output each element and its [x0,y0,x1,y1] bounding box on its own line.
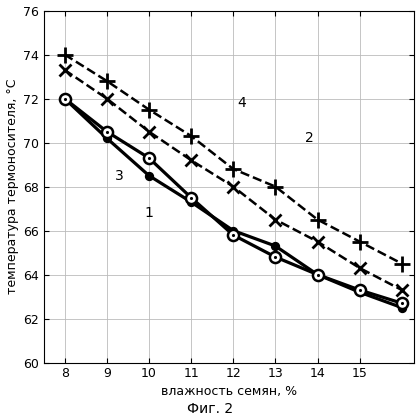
Text: 1: 1 [144,206,153,220]
X-axis label: влажность семян, %: влажность семян, % [161,385,297,398]
Text: Фиг. 2: Фиг. 2 [187,402,233,416]
Text: 3: 3 [115,168,124,183]
Text: 4: 4 [237,96,246,110]
Text: 2: 2 [305,131,313,145]
Y-axis label: температура термоносителя, °C: температура термоносителя, °C [5,79,18,294]
